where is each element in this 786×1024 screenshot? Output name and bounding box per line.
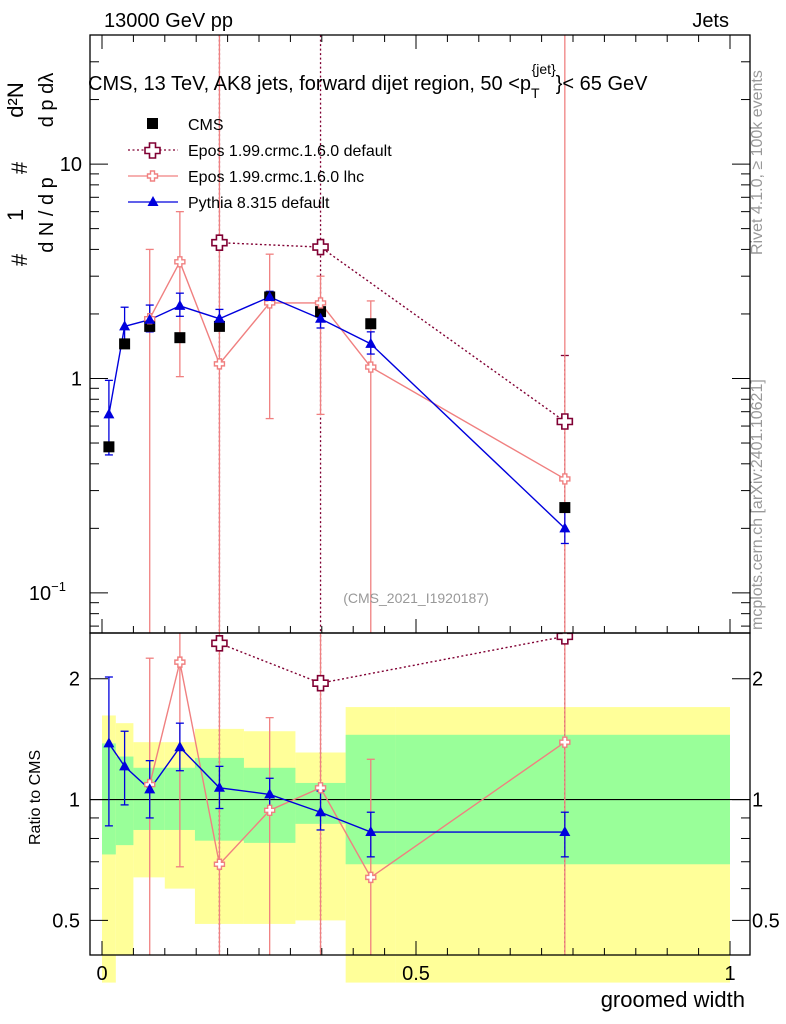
data-point-epos-default — [211, 234, 228, 251]
data-point-pythia — [144, 313, 156, 324]
series-line-upper — [219, 241, 566, 423]
data-point-epos-lhc — [174, 256, 186, 268]
legend-label-pythia: Pythia 8.315 default — [188, 195, 330, 212]
y-tick-label-lower: 0.5 — [52, 910, 80, 932]
y-tick-label-upper-exp: −1 — [51, 579, 66, 594]
series-line-upper — [149, 260, 566, 480]
data-point-pythia — [264, 290, 276, 301]
data-point-cms — [315, 306, 327, 318]
y-tick-label-lower: 2 — [69, 669, 80, 691]
title-main: CMS, 13 TeV, AK8 jets, forward dijet reg… — [88, 73, 531, 95]
data-point-pythia — [315, 806, 327, 817]
data-point-epos-lhc — [365, 361, 377, 373]
data-point-cms — [213, 320, 225, 332]
data-point-cms — [119, 338, 131, 350]
series-line-ratio — [219, 635, 565, 684]
header-right: Jets — [692, 10, 729, 32]
data-point-cms — [174, 332, 186, 344]
y-label-dn: d N / d p — [36, 177, 58, 253]
legend: CMS Epos 1.99.crmc.1.6.0 default Epos 1.… — [128, 117, 392, 212]
header-left: 13000 GeV pp — [104, 10, 233, 32]
legend-label-cms: CMS — [188, 117, 224, 134]
data-point-pythia — [174, 299, 186, 310]
data-point-epos-lhc — [559, 473, 571, 485]
y-label-one: 1 — [3, 209, 28, 221]
data-point-epos-lhc — [559, 736, 571, 748]
y-tick-label-lower-right: 0.5 — [752, 910, 780, 932]
analysis-id: (CMS_2021_I1920187) — [343, 590, 489, 606]
data-point-epos-lhc — [365, 871, 377, 884]
lower-y-label: Ratio to CMS — [27, 750, 44, 845]
data-point-pythia — [559, 522, 571, 533]
upper-y-label: #1 # d²N d N / d p d p dλ — [3, 73, 58, 266]
x-tick-label: 1 — [724, 963, 735, 985]
data-point-pythia — [365, 826, 377, 837]
y-label-hash1: # — [7, 253, 32, 266]
data-point-pythia — [264, 788, 276, 799]
y-label-hash2: # — [7, 161, 32, 174]
y-tick-label-upper: 10−1 — [29, 579, 66, 605]
legend-marker-epos-lhc — [146, 170, 159, 182]
y-tick-label-lower: 1 — [69, 790, 80, 812]
axis-ticks: 0 0.5 1 10−1 1 10 0.5 0.5 1 1 2 2 — [29, 34, 780, 985]
legend-marker-epos-default — [144, 142, 161, 159]
upper-panel-series — [103, 35, 574, 633]
data-point-pythia — [103, 408, 115, 419]
data-point-cms — [365, 318, 377, 330]
data-point-epos-default — [556, 413, 574, 430]
data-point-pythia — [365, 337, 377, 348]
data-point-epos-lhc — [263, 297, 276, 309]
y-tick-label-upper: 10 — [60, 154, 82, 176]
title-sup: {jet} — [532, 61, 556, 77]
data-point-pythia — [119, 760, 131, 771]
data-point-pythia — [315, 312, 327, 323]
data-point-epos-lhc — [314, 297, 327, 309]
data-point-epos-lhc — [174, 656, 186, 668]
data-point-epos-default — [312, 674, 329, 692]
data-point-epos-lhc — [263, 804, 276, 817]
y-tick-label-upper: 1 — [71, 368, 82, 390]
legend-label-epos-default: Epos 1.99.crmc.1.6.0 default — [188, 143, 392, 160]
data-point-epos-lhc — [213, 358, 226, 370]
y-label-numerator: #1 # d²N — [3, 82, 32, 266]
data-point-cms — [144, 320, 156, 332]
data-point-pythia — [559, 826, 571, 837]
data-point-epos-lhc — [213, 858, 226, 870]
data-point-epos-default — [312, 238, 329, 256]
data-point-pythia — [103, 737, 115, 748]
data-point-cms — [103, 441, 115, 453]
legend-marker-pythia — [147, 196, 159, 206]
data-point-cms — [559, 502, 571, 514]
y-tick-label-lower-right: 2 — [752, 669, 763, 691]
legend-label-epos-lhc: Epos 1.99.crmc.1.6.0 lhc — [188, 169, 364, 186]
y-label-denominator: d N / d p d p dλ — [36, 73, 58, 253]
data-point-pythia — [213, 312, 225, 323]
chart-title: CMS, 13 TeV, AK8 jets, forward dijet reg… — [88, 61, 648, 101]
data-point-pythia — [119, 320, 131, 331]
series-line-upper — [108, 296, 566, 529]
x-axis-label: groomed width — [601, 987, 745, 1012]
y-tick-label-lower-right: 1 — [752, 790, 763, 812]
title-sub: T — [531, 85, 540, 101]
data-point-pythia — [144, 783, 156, 794]
y-label-dpt: d p dλ — [36, 73, 58, 127]
uncertainty-bands — [90, 707, 750, 983]
y-label-d2n: d²N — [3, 82, 28, 117]
data-point-pythia — [213, 781, 225, 792]
lower-panel-series — [103, 633, 574, 955]
legend-marker-cms — [147, 118, 158, 129]
data-point-pythia — [174, 741, 186, 752]
lower-frame — [89, 632, 751, 956]
rivet-label: Rivet 4.1.0, ≥ 100k events — [749, 70, 766, 255]
mcplots-label: mcplots.cern.ch [arXiv:2401.10621] — [749, 379, 766, 630]
x-tick-label: 0 — [96, 963, 107, 985]
x-tick-label: 0.5 — [402, 963, 430, 985]
data-point-epos-lhc — [314, 782, 327, 794]
title-tail: }< 65 GeV — [556, 73, 648, 95]
data-point-epos-default — [211, 635, 228, 652]
